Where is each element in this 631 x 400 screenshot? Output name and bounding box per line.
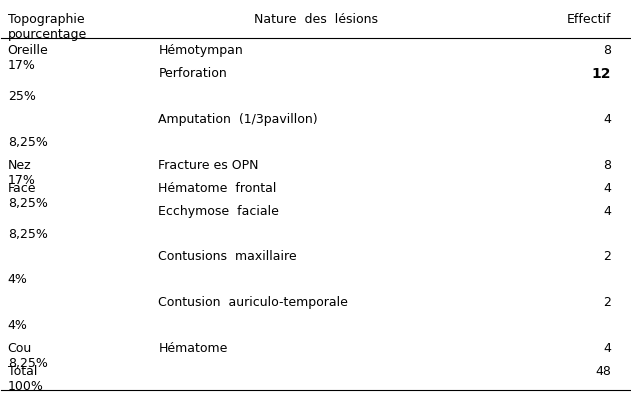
Text: 8,25%: 8,25% [8, 228, 47, 240]
Text: Total
100%: Total 100% [8, 365, 44, 393]
Text: 25%: 25% [8, 90, 35, 103]
Text: Perforation: Perforation [158, 67, 227, 80]
Text: Contusions  maxillaire: Contusions maxillaire [158, 250, 297, 264]
Text: 2: 2 [603, 296, 611, 309]
Text: Hémotympan: Hémotympan [158, 44, 243, 57]
Text: 4%: 4% [8, 319, 28, 332]
Text: 4%: 4% [8, 273, 28, 286]
Text: 8,25%: 8,25% [8, 136, 47, 149]
Text: Nature  des  lésions: Nature des lésions [254, 13, 377, 26]
Text: Fracture es OPN: Fracture es OPN [158, 159, 259, 172]
Text: Amputation  (1/3pavillon): Amputation (1/3pavillon) [158, 113, 318, 126]
Text: 8: 8 [603, 159, 611, 172]
Text: Face
8,25%: Face 8,25% [8, 182, 47, 210]
Text: 48: 48 [595, 365, 611, 378]
Text: Oreille
17%: Oreille 17% [8, 44, 49, 72]
Text: 4: 4 [603, 182, 611, 195]
Text: Hématome  frontal: Hématome frontal [158, 182, 277, 195]
Text: 4: 4 [603, 342, 611, 355]
Text: 2: 2 [603, 250, 611, 264]
Text: Hématome: Hématome [158, 342, 228, 355]
Text: 12: 12 [591, 67, 611, 81]
Text: Cou
8,25%: Cou 8,25% [8, 342, 47, 370]
Text: Ecchymose  faciale: Ecchymose faciale [158, 205, 280, 218]
Text: 8: 8 [603, 44, 611, 57]
Text: Contusion  auriculo-temporale: Contusion auriculo-temporale [158, 296, 348, 309]
Text: Topographie
pourcentage: Topographie pourcentage [8, 13, 87, 41]
Text: Nez
17%: Nez 17% [8, 159, 35, 187]
Text: Effectif: Effectif [566, 13, 611, 26]
Text: 4: 4 [603, 205, 611, 218]
Text: 4: 4 [603, 113, 611, 126]
